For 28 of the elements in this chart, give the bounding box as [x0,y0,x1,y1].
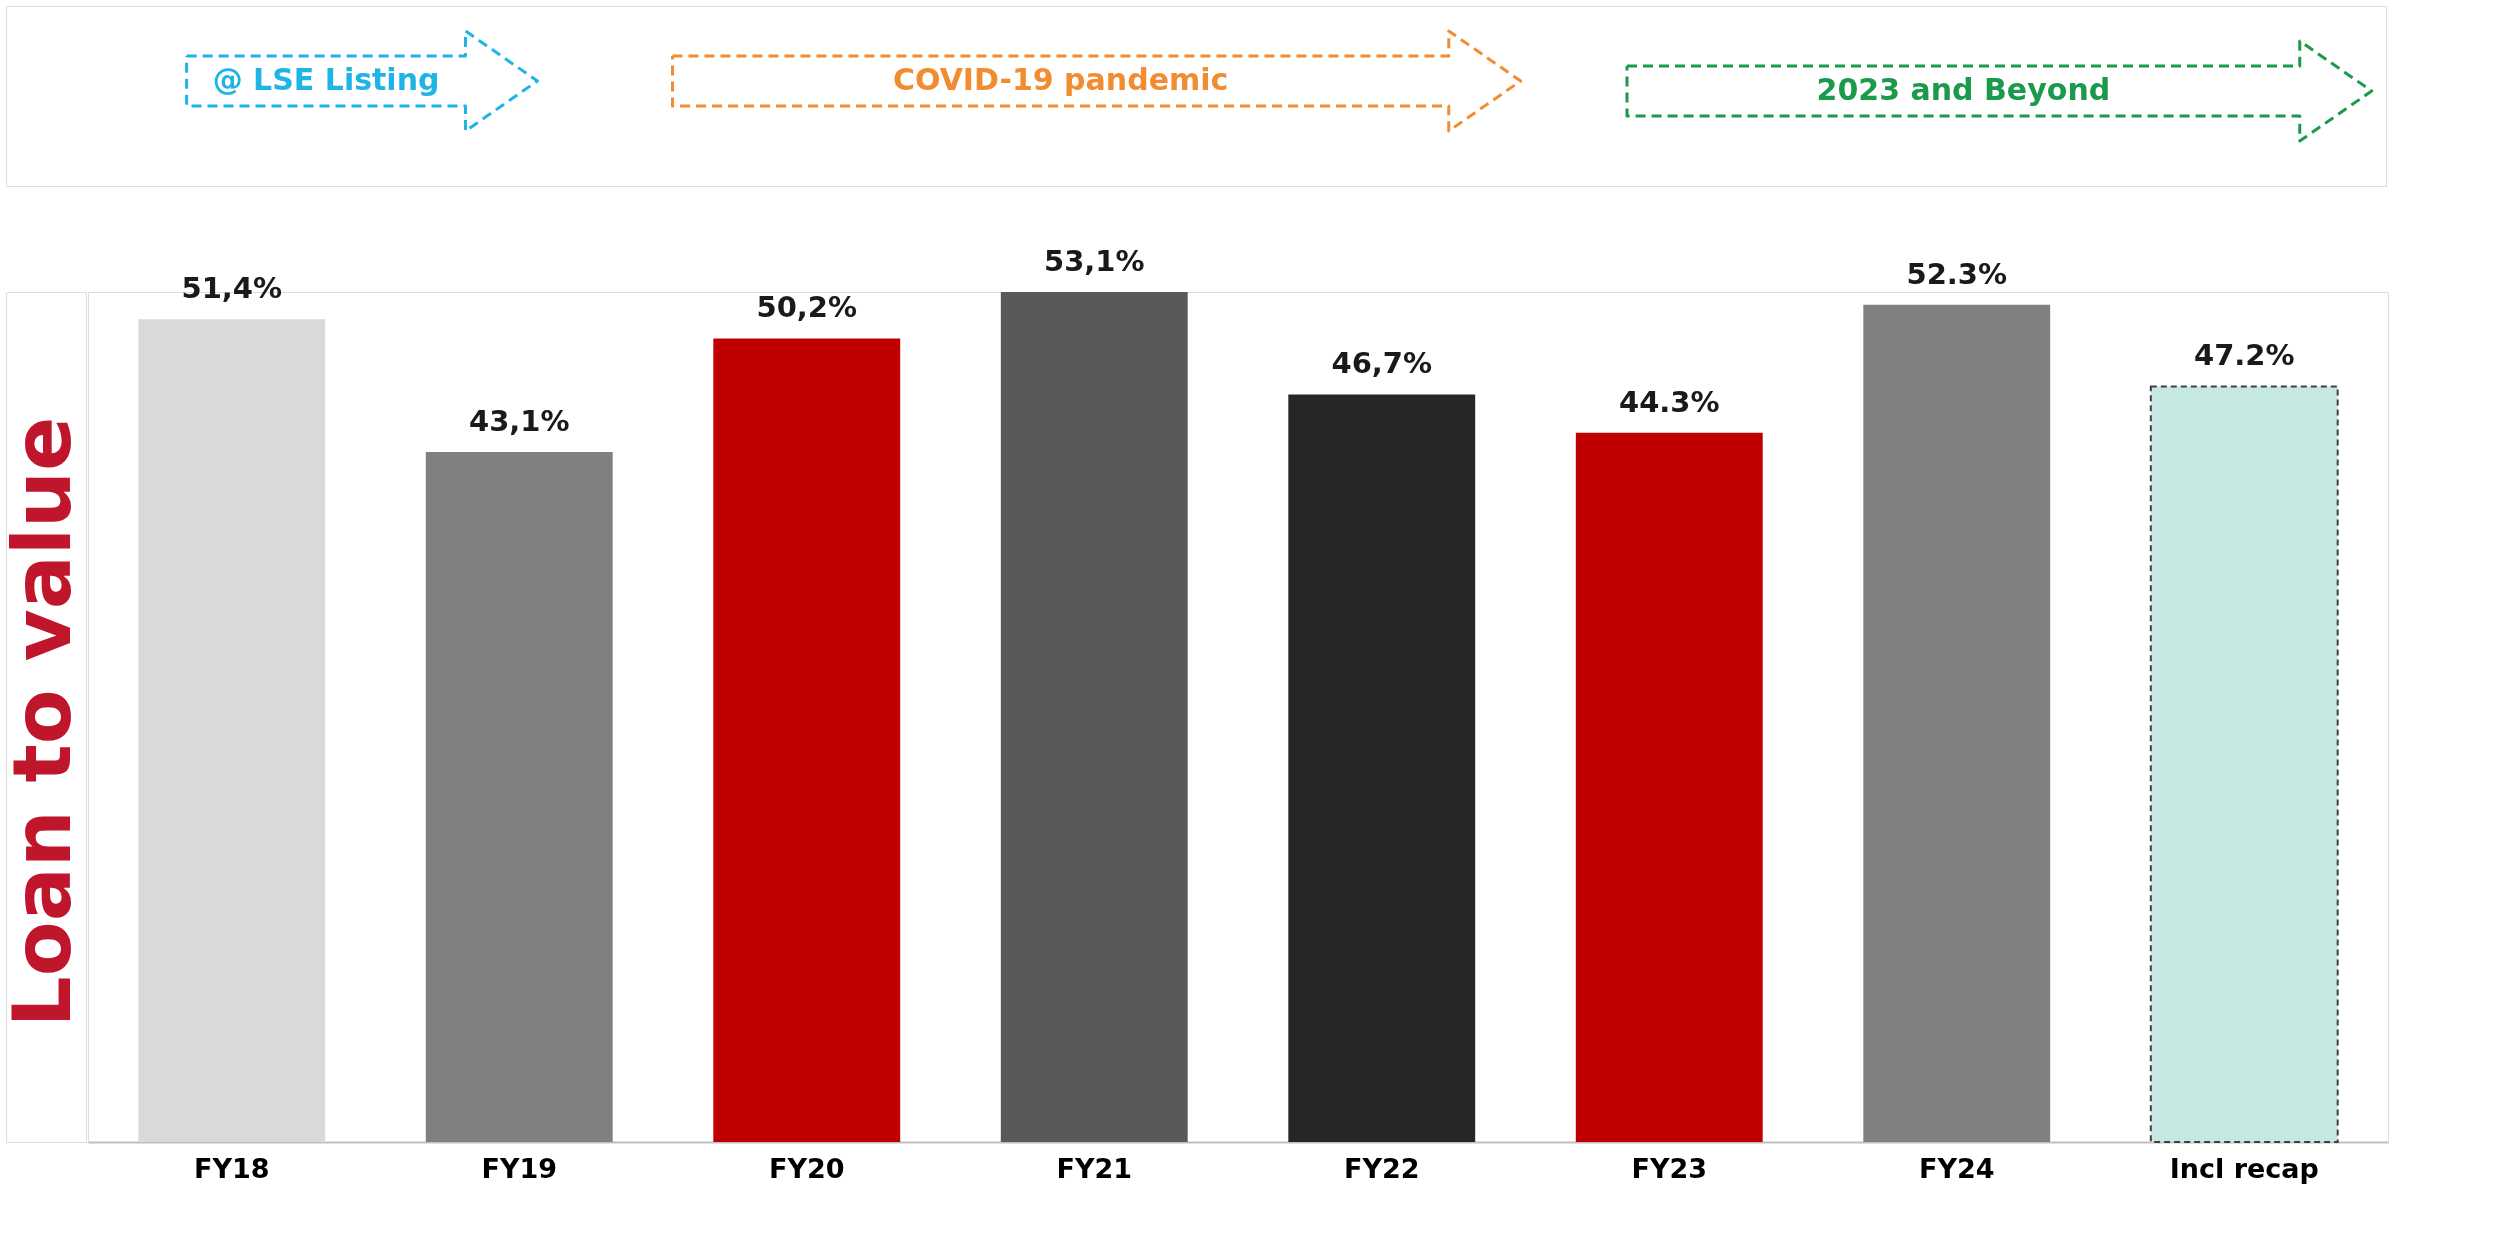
bar [138,319,326,1142]
y-axis-title: Loan to value [0,416,89,1028]
data-label: 50,2% [756,290,858,325]
x-tick-label: FY21 [1056,1152,1133,1184]
x-tick-label: FY19 [481,1152,558,1184]
bar [1000,292,1188,1142]
bar [713,338,901,1142]
x-tick-label: FY18 [193,1152,270,1184]
bar [1863,304,2051,1142]
x-tick-label: FY20 [768,1152,845,1184]
text: COVID-19 pandemic [892,62,1229,97]
bar [1288,394,1476,1142]
data-label: 51,4% [181,271,283,306]
bar [425,452,613,1142]
data-label: 44.3% [1618,384,1720,419]
x-tick-label: FY22 [1343,1152,1420,1184]
data-label: 43,1% [468,404,570,439]
data-label: 52.3% [1906,256,2008,291]
bar [1575,432,1763,1142]
text: 2023 and Beyond [1816,72,2111,107]
x-tick-label: FY24 [1918,1152,1995,1184]
text: @ LSE Listing [212,62,440,97]
data-label: 47.2% [2193,338,2295,373]
data-label: 53,1% [1043,244,1145,278]
x-tick-label: Incl recap [2169,1152,2319,1184]
bar [2149,385,2339,1143]
data-label: 46,7% [1331,346,1433,381]
x-tick-label: FY23 [1631,1152,1708,1184]
